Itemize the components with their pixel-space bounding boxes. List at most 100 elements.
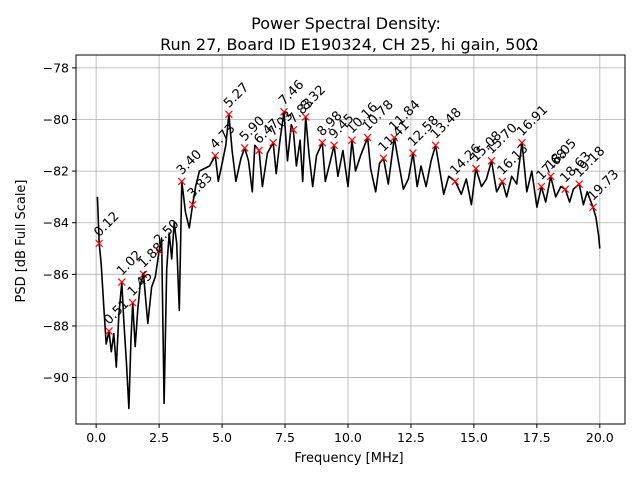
x-axis-label: Frequency [MHz] [294, 451, 403, 466]
peak-marker [318, 138, 327, 147]
peak-marker-stroke [518, 138, 526, 147]
peak-label: 0.51 [101, 297, 132, 328]
peak-marker-stroke [363, 133, 372, 142]
peak-marker [379, 154, 388, 163]
axes-layer: 0.0 2.5 5.0 7.5 10.0 12.5 15.0 17.5 20.0 −90 −88 −8… [43, 54, 626, 445]
peak-marker [177, 177, 186, 186]
peak-marker-stroke [128, 298, 137, 307]
peak-marker [363, 133, 372, 142]
x-tick-label: 12.5 [397, 430, 425, 445]
peak-marker [518, 138, 526, 147]
peak-marker-stroke [537, 182, 546, 191]
x-tick-label: 10.0 [334, 430, 362, 445]
y-tick-label: −90 [43, 370, 69, 385]
peak-marker-stroke [301, 113, 310, 121]
peak-marker [280, 107, 288, 116]
peak-marker-stroke [224, 110, 233, 119]
peak-marker-stroke [177, 177, 186, 186]
x-tick-label: 5.0 [212, 430, 232, 445]
peak-marker [431, 141, 440, 150]
peak-marker-stroke [348, 136, 356, 145]
peak-marker-stroke [318, 138, 327, 147]
peak-marker [409, 149, 417, 157]
peak-marker [139, 270, 148, 279]
chart-title-line2: Run 27, Board ID E190324, CH 25, hi gain… [160, 35, 538, 54]
peak-marker-stroke [255, 146, 264, 155]
data-layer [95, 107, 601, 410]
peak-label: 3.83 [185, 170, 216, 201]
peak-marker [188, 200, 197, 209]
grid-layer [76, 55, 625, 424]
peak-marker-stroke [95, 239, 104, 248]
peak-marker-stroke [589, 203, 597, 212]
peak-marker [589, 203, 597, 212]
peak-label: 16.91 [514, 103, 551, 140]
x-tick-label: 2.5 [149, 430, 169, 445]
peak-marker [471, 164, 480, 173]
peak-marker-stroke [117, 278, 126, 287]
peak-marker [487, 156, 496, 165]
x-tick-label: 7.5 [275, 430, 295, 445]
peak-label: 19.73 [585, 167, 622, 204]
peak-marker-stroke [330, 141, 339, 150]
peak-marker-stroke [390, 133, 399, 142]
peak-label: 4.73 [207, 121, 238, 152]
peak-marker [105, 327, 113, 336]
peak-marker-stroke [139, 270, 148, 279]
y-tick-label: −86 [43, 267, 69, 282]
peak-marker-stroke [409, 149, 417, 157]
peak-marker-stroke [155, 247, 164, 256]
peak-marker-stroke [561, 185, 570, 194]
peak-marker [330, 141, 339, 150]
peak-marker [390, 133, 399, 142]
peak-marker-stroke [280, 107, 288, 116]
peak-marker-stroke [546, 172, 555, 181]
peak-marker [289, 125, 298, 134]
peak-marker-stroke [105, 327, 113, 336]
peak-marker [224, 110, 233, 119]
peak-marker [561, 185, 570, 194]
chart-title-line1: Power Spectral Density: [251, 14, 441, 33]
peak-marker [128, 298, 137, 307]
peak-marker-stroke [289, 125, 298, 134]
plot-frame [75, 54, 626, 425]
peak-marker-stroke [451, 177, 460, 186]
peak-marker [269, 138, 278, 147]
peak-marker [211, 151, 220, 160]
y-tick-label: −88 [43, 318, 69, 333]
x-tick-label: 15.0 [460, 430, 488, 445]
peak-marker-stroke [240, 143, 249, 152]
y-tick-label: −84 [43, 215, 69, 230]
peak-marker-stroke [269, 138, 278, 147]
peak-marker [255, 146, 264, 155]
peak-marker [498, 177, 507, 186]
peak-marker [451, 177, 460, 186]
peak-marker [301, 113, 310, 121]
peak-marker [575, 180, 584, 188]
peak-marker [117, 278, 126, 287]
peak-label: 2.50 [151, 217, 182, 248]
peak-label-layer: 0.120.511.021.451.882.503.403.834.735.27… [91, 78, 622, 328]
peak-marker [240, 143, 249, 152]
peak-label: 3.40 [174, 147, 205, 178]
peak-marker [348, 136, 356, 145]
x-tick-label: 0.0 [86, 430, 106, 445]
peak-marker-stroke [498, 177, 507, 186]
peak-marker [95, 239, 104, 248]
y-tick-label: −78 [43, 60, 69, 75]
x-tick-label: 20.0 [586, 430, 614, 445]
y-tick-label: −80 [43, 112, 69, 127]
peak-marker-stroke [379, 154, 388, 163]
peak-marker-stroke [431, 141, 440, 150]
peak-marker [155, 247, 164, 256]
peak-label: 5.27 [221, 80, 252, 111]
peak-marker-stroke [188, 200, 197, 209]
peak-marker [546, 172, 555, 181]
y-tick-label: −82 [43, 164, 69, 179]
peak-marker [537, 182, 546, 191]
psd-series-line [96, 111, 601, 410]
peak-marker-stroke [211, 151, 220, 160]
x-tick-label: 17.5 [523, 430, 551, 445]
peak-marker-stroke [487, 156, 496, 165]
